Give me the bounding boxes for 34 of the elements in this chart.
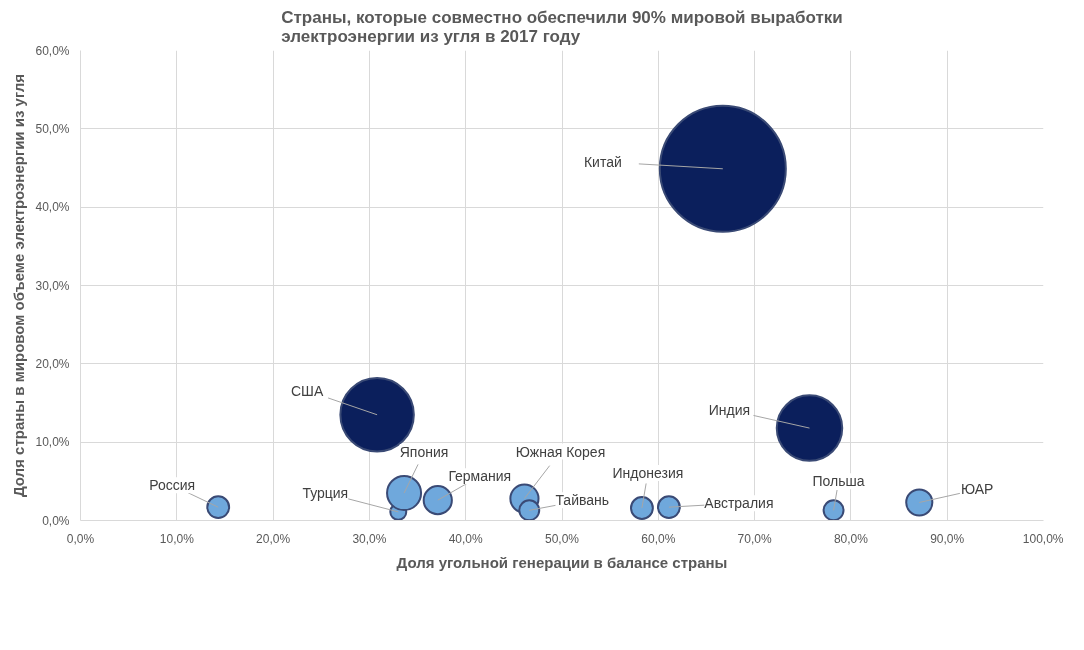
y-tick-label: 20,0%: [35, 356, 70, 371]
annotation: Индонезия: [612, 464, 684, 481]
y-tick-label: 30,0%: [35, 278, 70, 293]
x-tick-label: 20,0%: [256, 531, 291, 546]
annotation: Япония: [399, 444, 449, 461]
x-tick-label: 40,0%: [448, 531, 484, 546]
x-tick-label: 30,0%: [352, 531, 387, 546]
x-tick-label: 70,0%: [737, 531, 772, 546]
annotation: Южная Корея: [515, 443, 606, 460]
annotation: Германия: [448, 468, 512, 485]
y-axis-title: Доля страны в мировом объеме электроэнергии из угля: [10, 73, 28, 498]
x-tick-label: 50,0%: [544, 531, 580, 546]
annotation: Тайвань: [555, 492, 610, 509]
x-tick-label: 0,0%: [66, 531, 95, 546]
y-tick-label: 50,0%: [35, 121, 70, 136]
x-tick-label: 80,0%: [833, 531, 869, 546]
x-tick-label: 90,0%: [930, 531, 965, 546]
y-tick-label: 10,0%: [35, 435, 70, 450]
annotation: США: [290, 382, 324, 399]
x-tick-label: 10,0%: [159, 531, 195, 546]
annotation: Китай: [583, 153, 622, 170]
y-tick-label: 60,0%: [35, 43, 70, 58]
annotation: Индия: [708, 402, 751, 419]
x-axis-title: Доля угольной генерации в балансе страны: [396, 553, 728, 571]
annotation: Россия: [149, 477, 196, 494]
x-tick-label: 60,0%: [641, 531, 676, 546]
y-tick-label: 40,0%: [35, 200, 70, 215]
annotation: Турция: [302, 484, 349, 501]
y-tick-label: 0,0%: [42, 513, 70, 528]
annotation: Австралия: [704, 495, 774, 512]
x-tick-label: 100,0%: [1022, 531, 1064, 546]
annotation: Польша: [812, 473, 865, 490]
annotation: ЮАР: [961, 481, 994, 498]
chart-title: Страны, которые совместно обеспечили 90% мировой выработки электроэнергии из угля в 2017 году: [281, 7, 843, 46]
